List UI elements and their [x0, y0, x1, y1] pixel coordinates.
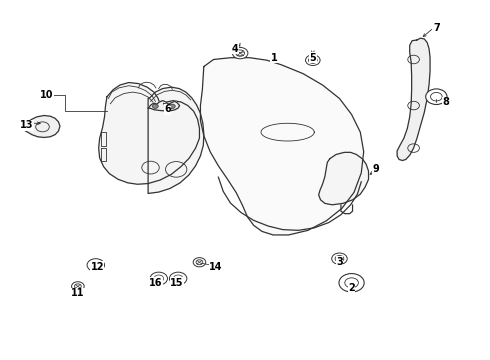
Text: 5: 5: [310, 53, 316, 63]
Polygon shape: [24, 116, 60, 138]
Circle shape: [332, 253, 347, 264]
Text: 14: 14: [209, 262, 222, 272]
Polygon shape: [318, 152, 368, 205]
Polygon shape: [200, 58, 364, 235]
Circle shape: [232, 48, 248, 59]
Text: 11: 11: [71, 288, 85, 298]
Text: 1: 1: [270, 53, 277, 63]
Circle shape: [150, 272, 168, 285]
Text: 6: 6: [164, 104, 171, 114]
Circle shape: [170, 104, 175, 108]
Circle shape: [152, 104, 158, 108]
Text: 16: 16: [148, 278, 162, 288]
Polygon shape: [148, 87, 204, 193]
Circle shape: [87, 259, 104, 271]
Text: 12: 12: [91, 262, 104, 272]
Polygon shape: [98, 82, 199, 184]
Circle shape: [339, 274, 364, 292]
Text: 13: 13: [20, 120, 34, 130]
Text: 8: 8: [442, 97, 449, 107]
Text: 4: 4: [232, 44, 239, 54]
Text: 15: 15: [171, 278, 184, 288]
Circle shape: [170, 272, 187, 285]
Circle shape: [72, 282, 84, 291]
Circle shape: [306, 55, 320, 66]
Polygon shape: [397, 38, 430, 161]
Text: 10: 10: [40, 90, 53, 100]
Text: 9: 9: [372, 165, 379, 174]
Text: 3: 3: [336, 257, 343, 266]
Text: 7: 7: [433, 23, 440, 33]
Circle shape: [426, 89, 447, 104]
Circle shape: [193, 258, 206, 267]
Text: 2: 2: [348, 283, 355, 293]
Polygon shape: [148, 100, 180, 111]
